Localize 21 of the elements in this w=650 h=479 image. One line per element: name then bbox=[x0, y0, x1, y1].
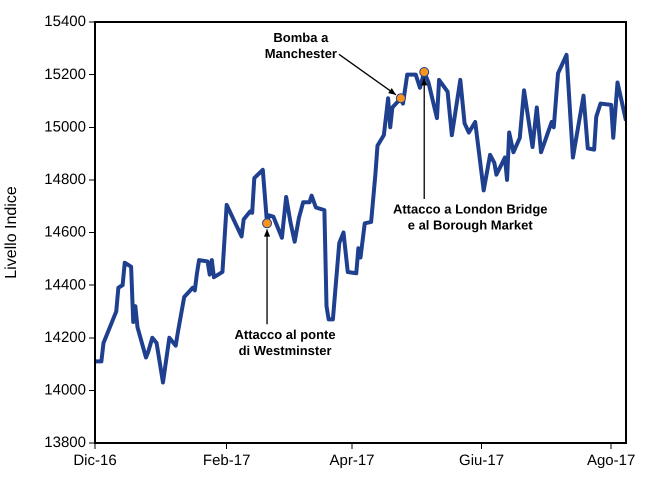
y-tick-label: 14600 bbox=[44, 224, 86, 241]
y-tick-label: 15200 bbox=[44, 66, 86, 83]
y-tick-label: 15400 bbox=[44, 13, 86, 30]
y-tick-label: 14000 bbox=[44, 382, 86, 399]
y-tick-label: 14800 bbox=[44, 171, 86, 188]
point bbox=[262, 218, 272, 228]
x-tick-label: Feb-17 bbox=[202, 452, 250, 470]
point bbox=[396, 93, 406, 104]
annotation: Bomba a Manchester bbox=[264, 30, 337, 61]
y-tick-label: 13800 bbox=[44, 434, 86, 452]
annotation: Attacco a London Bridge e al Borough Market bbox=[392, 202, 548, 233]
point bbox=[419, 66, 430, 77]
annotation: Attacco al ponte di Westminster bbox=[234, 326, 336, 358]
y-tick-label: 14200 bbox=[44, 328, 86, 346]
x-tick-label: Apr-17 bbox=[329, 452, 375, 470]
y-tick-label: 15000 bbox=[44, 118, 86, 136]
y-tick-label: 14400 bbox=[44, 276, 86, 294]
x-tick-label: Dic-16 bbox=[73, 452, 117, 470]
y-axis-title: Livello Indice bbox=[3, 186, 20, 279]
x-tick-label: Ago-17 bbox=[586, 452, 636, 470]
x-tick-label: Giu-17 bbox=[459, 452, 504, 470]
